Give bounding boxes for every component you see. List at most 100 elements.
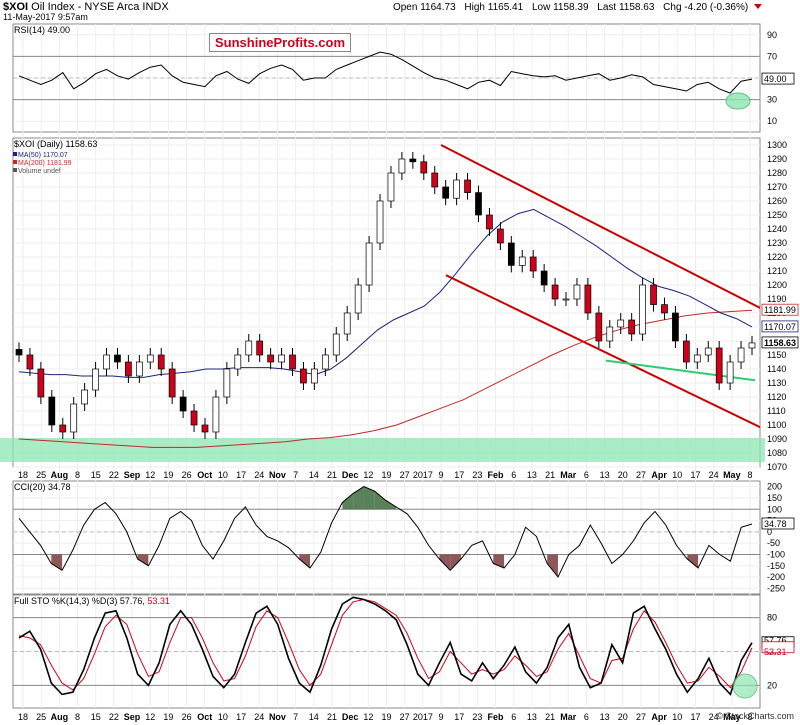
price-tick-label: 1210 [767, 266, 787, 276]
x-tick-label: 27 [400, 712, 410, 722]
candle-body [376, 200, 384, 244]
candle-body [190, 410, 198, 426]
candle-body [726, 361, 734, 384]
candle-body [683, 340, 690, 363]
cci-tick-label: -150 [767, 561, 785, 571]
candle-body [70, 403, 78, 433]
price-label: $XOI (Daily) 1158.63 [14, 139, 97, 149]
price-tick-label: 1080 [767, 448, 787, 458]
sto-tick-label: 80 [767, 613, 777, 623]
candle-body [573, 284, 581, 300]
legend-ma200: MA(200) 1181.99 [18, 160, 72, 167]
candle-body [201, 424, 209, 433]
cci-oversold-fill [51, 554, 63, 571]
low-label: Low [531, 2, 551, 13]
quote-bar: Open 1164.73 High 1165.41 Low 1158.39 La… [387, 2, 762, 13]
cci-tick-label: -100 [767, 549, 785, 559]
x-tick-label: 2017 [413, 470, 433, 480]
channel-lower-line [445, 274, 760, 429]
x-tick-label: 8 [747, 470, 752, 480]
chart-marks [13, 51, 760, 699]
candle-body [278, 354, 285, 363]
candle-body [311, 368, 318, 384]
x-tick-label: Oct [197, 470, 212, 480]
x-tick-label: 24 [254, 712, 264, 722]
x-tick-label: 12 [145, 712, 155, 722]
x-tick-label: 14 [309, 712, 319, 722]
x-tick-label: 22 [109, 712, 119, 722]
x-tick-label: 27 [636, 470, 646, 480]
x-tick-label: 25 [36, 470, 46, 480]
x-tick-label: 27 [636, 712, 646, 722]
candle-body [409, 158, 417, 163]
candle-body [332, 333, 340, 356]
chart-title: $XOI Oil Index - NYSE Arca INDX [3, 1, 169, 13]
candle-body [748, 342, 756, 349]
x-tick-label: Dec [342, 712, 359, 722]
price-tag: 1181.99 [764, 305, 796, 315]
x-tick-label: Nov [269, 712, 286, 722]
legend-swatch-ma50 [13, 152, 17, 156]
x-tick-label: 10 [218, 470, 228, 480]
candle-body [431, 172, 439, 188]
candle-body [135, 361, 143, 377]
x-tick-label: 20 [618, 712, 628, 722]
x-tick-label: 6 [584, 470, 589, 480]
candle-body [693, 354, 701, 363]
sto-label: Full STO %K(14,3) %D(3) 57.76, 53.31 [14, 596, 170, 606]
x-tick-label: 8 [747, 712, 752, 722]
x-tick-label: 26 [182, 470, 192, 480]
channel-upper-line [440, 144, 760, 310]
price-tick-label: 1120 [767, 392, 786, 402]
x-tick-label: 13 [600, 712, 610, 722]
candle-body [628, 319, 636, 335]
cci-overbought-fill [363, 486, 375, 510]
low-value: 1158.39 [553, 2, 589, 13]
price-tick-label: 1230 [767, 238, 787, 248]
candle-body [639, 284, 646, 335]
rsi-tick-label: 30 [767, 95, 777, 105]
brand-watermark: SunshineProfits.com [209, 33, 352, 52]
x-tick-label: Mar [560, 712, 577, 722]
candle-body [540, 270, 548, 286]
candle-body [606, 326, 614, 342]
candle-body [595, 312, 603, 342]
candle-body [365, 242, 373, 286]
price-tick-label: 1070 [767, 462, 787, 472]
cci-tag-box [761, 517, 795, 530]
candle-body [168, 368, 176, 398]
candle-body [507, 242, 515, 266]
cci-tick-label: -200 [767, 572, 785, 582]
legend-swatch-ma200 [13, 160, 17, 164]
candle-body [103, 354, 110, 370]
candle-body [256, 340, 264, 356]
candle-body [704, 347, 712, 356]
chart-labels: 18 18 25 25 Aug Aug 8 8 15 15 22 22 Sep Sep 12 12 19 19 26… [18, 30, 799, 722]
candle-body [715, 347, 723, 384]
down-arrow-icon [754, 4, 762, 9]
x-tick-label: 6 [511, 470, 516, 480]
candle-body [223, 368, 231, 398]
x-tick-label: Sep [124, 470, 141, 480]
cci-oversold-fill [439, 554, 451, 571]
cci-tick-label: 150 [767, 493, 782, 503]
x-tick-label: 17 [454, 712, 464, 722]
sto-k-line [18, 596, 753, 696]
x-tick-label: 10 [672, 470, 682, 480]
x-tick-label: 15 [91, 712, 101, 722]
candle-body [562, 298, 570, 301]
price-tick-label: 1190 [767, 294, 786, 304]
candle-body [464, 179, 471, 193]
x-tick-label: Aug [51, 712, 69, 722]
candle-body [37, 368, 45, 398]
legend-ma50: MA(50) 1170.07 [18, 152, 68, 159]
candle-body [267, 354, 274, 363]
rsi-line [18, 51, 753, 94]
price-tick-label: 1110 [767, 406, 786, 416]
cci-oversold-fill [137, 554, 149, 566]
candle-body [114, 354, 121, 363]
candle-body [672, 312, 679, 342]
candle-body [92, 368, 99, 391]
x-tick-label: Mar [560, 470, 577, 480]
x-tick-label: 21 [545, 712, 555, 722]
